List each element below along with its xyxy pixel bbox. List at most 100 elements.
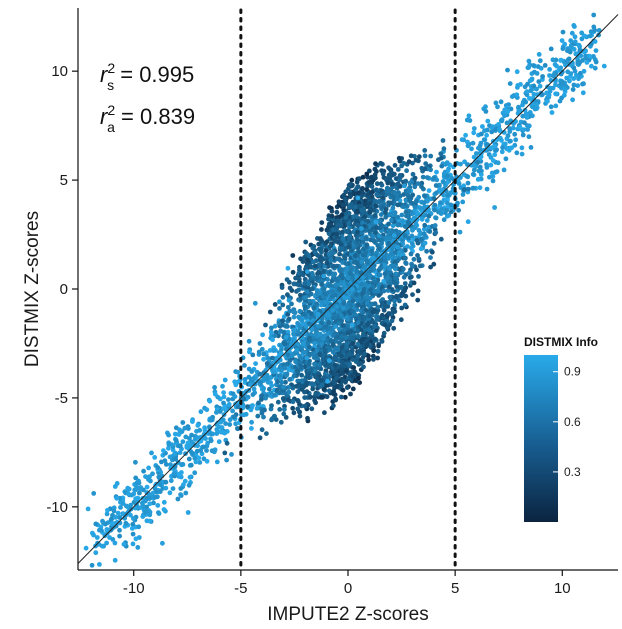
scatter-point: [152, 455, 158, 460]
scatter-point: [111, 508, 117, 514]
scatter-point: [352, 369, 358, 375]
scatter-point: [390, 308, 396, 314]
scatter-point: [100, 518, 105, 524]
scatter-point: [588, 29, 594, 34]
scatter-point: [414, 267, 419, 273]
scatter-point: [390, 223, 396, 229]
identity-reference-line: [77, 14, 619, 564]
scatter-point: [429, 249, 435, 255]
scatter-point: [367, 313, 373, 319]
scatter-point: [104, 540, 109, 546]
scatter-point: [151, 500, 156, 506]
scatter-point: [381, 288, 387, 294]
scatter-point: [305, 415, 310, 421]
scatter-point: [317, 236, 323, 241]
scatter-point: [568, 44, 574, 49]
scatter-point: [133, 459, 138, 465]
scatter-point: [339, 272, 344, 278]
scatter-point: [338, 366, 344, 372]
scatter-point: [519, 145, 525, 151]
scatter-point: [221, 390, 227, 395]
scatter-point: [363, 250, 369, 256]
scatter-point: [477, 146, 483, 152]
scatter-point: [402, 183, 407, 189]
scatter-point: [316, 241, 322, 247]
scatter-point: [355, 341, 361, 347]
scatter-point: [422, 148, 428, 153]
scatter-point: [428, 255, 433, 260]
scatter-point: [568, 38, 574, 44]
scatter-point: [505, 133, 511, 139]
scatter-point: [326, 358, 332, 364]
scatter-point: [406, 235, 411, 241]
scatter-point: [410, 171, 416, 177]
scatter-point: [369, 194, 375, 199]
scatter-point: [355, 190, 361, 196]
scatter-point: [465, 180, 471, 186]
scatter-point: [163, 485, 169, 491]
scatter-point: [378, 258, 384, 264]
scatter-point: [220, 383, 225, 389]
scatter-point: [408, 251, 414, 257]
scatter-point: [375, 355, 380, 361]
scatter-point: [327, 270, 332, 275]
scatter-point: [438, 200, 443, 206]
x-tick-label: -5: [234, 580, 247, 597]
scatter-point: [350, 308, 356, 314]
scatter-point: [465, 139, 470, 145]
scatter-point: [591, 54, 596, 59]
scatter-point: [247, 349, 252, 355]
scatter-point: [386, 240, 392, 246]
scatter-point: [522, 120, 527, 126]
scatter-point: [421, 226, 427, 232]
scatter-point: [564, 59, 570, 65]
scatter-point: [332, 362, 338, 368]
scatter-point: [337, 268, 343, 274]
scatter-point: [172, 451, 178, 457]
scatter-point: [235, 426, 240, 431]
scatter-point: [130, 531, 136, 537]
scatter-point: [166, 442, 172, 447]
scatter-point: [311, 305, 317, 311]
scatter-point: [374, 187, 379, 193]
scatter-point: [160, 540, 165, 546]
scatter-point: [332, 315, 338, 320]
scatter-point: [325, 378, 330, 384]
scatter-point: [215, 394, 221, 400]
scatter-point: [328, 257, 334, 263]
scatter-point: [518, 82, 523, 87]
scatter-point: [351, 279, 357, 285]
scatter-point: [498, 118, 504, 123]
scatter-point: [548, 77, 554, 83]
scatter-point: [365, 259, 370, 265]
scatter-point: [322, 410, 327, 416]
scatter-point: [344, 341, 350, 347]
scatter-point: [147, 474, 152, 480]
scatter-point: [361, 286, 367, 292]
scatter-point: [492, 143, 498, 149]
scatter-point: [359, 259, 364, 265]
scatter-point: [337, 286, 342, 292]
scatter-point: [362, 315, 367, 320]
scatter-point: [571, 46, 577, 52]
scatter-point: [321, 374, 327, 380]
scatter-point: [448, 209, 454, 215]
scatter-point: [342, 196, 348, 202]
scatter-point: [230, 408, 236, 414]
scatter-point: [384, 276, 390, 282]
scatter-point: [528, 88, 534, 94]
scatter-point: [560, 29, 566, 35]
scatter-point: [357, 176, 362, 182]
scatter-point: [302, 395, 308, 400]
scatter-point: [302, 364, 308, 370]
scatter-point: [582, 49, 587, 55]
scatter-point: [374, 192, 380, 198]
scatter-point: [394, 196, 400, 202]
scatter-point: [395, 167, 401, 172]
scatter-point: [275, 379, 280, 384]
scatter-point: [492, 152, 498, 158]
scatter-point: [572, 34, 578, 40]
scatter-point: [487, 174, 492, 180]
scatter-point: [465, 219, 471, 225]
scatter-point: [413, 198, 419, 204]
